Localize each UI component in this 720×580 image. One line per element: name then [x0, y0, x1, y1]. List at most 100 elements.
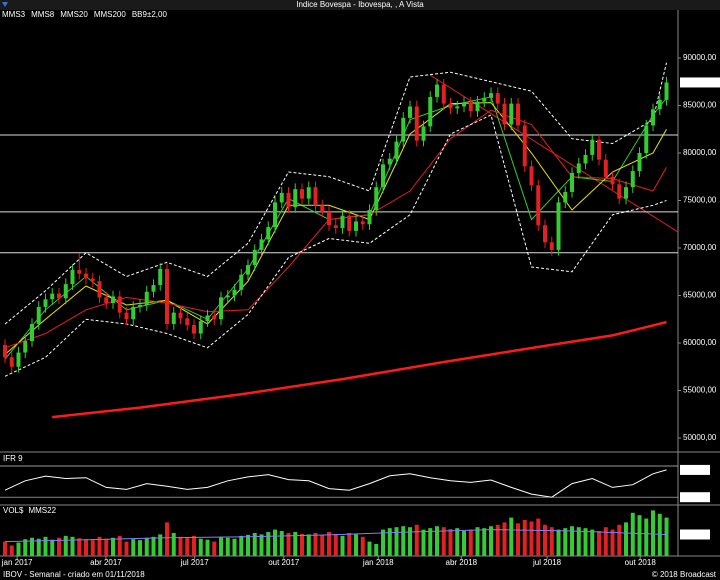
volume-bar: [576, 527, 581, 556]
volume-bar: [657, 513, 662, 556]
candle-body: [306, 187, 311, 199]
volume-bar: [529, 521, 534, 556]
volume-bar: [441, 527, 446, 556]
volume-bar: [651, 510, 656, 556]
volume-bar: [171, 532, 176, 556]
candle-body: [536, 185, 541, 226]
candle-body: [43, 299, 48, 307]
volume-bar: [327, 532, 332, 556]
volume-bar: [313, 532, 318, 556]
candle-body: [556, 202, 561, 250]
candle-body: [83, 273, 88, 279]
candle-body: [36, 306, 41, 325]
volume-bar: [70, 536, 75, 556]
candle-body: [50, 293, 55, 300]
candle-body: [475, 101, 480, 112]
candle-body: [435, 84, 440, 97]
chart-title: Indice Bovespa - Ibovespa, , A Vista: [296, 0, 424, 9]
candle-body: [300, 189, 305, 199]
volume-bar: [590, 529, 595, 556]
volume-bar: [603, 527, 608, 556]
candle-body: [340, 215, 345, 229]
candle-body: [624, 187, 629, 199]
candle-body: [576, 163, 581, 173]
volume-bar: [367, 541, 372, 556]
candle-body: [327, 211, 332, 226]
candle-body: [266, 227, 271, 240]
candle-body: [570, 172, 575, 192]
candle-body: [29, 324, 34, 342]
footer-left: IBOV - Semanal - criado em 01/11/2018: [3, 570, 145, 579]
volume-bar: [495, 524, 500, 556]
legend-entry: MMS22: [28, 506, 56, 515]
volume-bar: [347, 532, 352, 556]
candle-body: [273, 202, 278, 228]
volume-bar: [340, 535, 345, 556]
candle-body: [259, 239, 264, 250]
candle-body: [171, 312, 176, 325]
volume-bar: [543, 524, 548, 556]
volume-bar: [205, 539, 210, 556]
candle-body: [637, 152, 642, 172]
candle-body: [63, 284, 68, 299]
candle-body: [529, 166, 534, 186]
x-tick-label: jan 2018: [362, 558, 394, 567]
candle-body: [401, 117, 406, 142]
volume-bar: [158, 534, 163, 556]
candle-body: [320, 205, 325, 212]
panel-title: IFR 9: [3, 454, 23, 463]
candle-body: [603, 159, 608, 177]
candle-body: [293, 189, 298, 208]
candle-body: [117, 296, 122, 313]
moving-average: [52, 320, 667, 419]
volume-bar: [360, 536, 365, 556]
candle-body: [644, 125, 649, 153]
volume-ma: [4, 529, 667, 543]
volume-bar: [414, 524, 419, 556]
y-tick-label: 20,00: [682, 492, 703, 501]
volume-bar: [462, 531, 467, 556]
candle-body: [111, 296, 115, 304]
candle-body: [502, 103, 507, 125]
volume-bar: [549, 527, 554, 556]
volume-bar: [63, 535, 68, 556]
volume-bar: [219, 536, 224, 556]
last-price-box: [680, 77, 720, 88]
candle-body: [468, 102, 473, 112]
volume-last-label: 44,78: [682, 530, 703, 539]
candle-body: [347, 215, 352, 231]
candle-body: [104, 297, 109, 304]
candle-body: [428, 96, 433, 127]
candle-body: [198, 321, 203, 334]
volume-bar: [482, 528, 487, 556]
volume-bar: [16, 542, 21, 556]
volume-bar: [36, 538, 41, 556]
volume-bar: [381, 529, 386, 556]
volume-bar: [394, 527, 399, 556]
candle-body: [360, 221, 365, 225]
volume-bar: [637, 515, 642, 556]
volume-bar: [151, 536, 156, 556]
candle-body: [144, 291, 149, 306]
candle-body: [455, 106, 460, 109]
candle-body: [630, 171, 635, 188]
candle-body: [590, 139, 595, 155]
volume-bar: [97, 536, 102, 556]
rsi-tick-box: [680, 492, 710, 503]
volume-bar: [435, 526, 440, 556]
candle-body: [610, 176, 615, 185]
candle-body: [246, 265, 251, 275]
candle-body: [367, 210, 372, 225]
x-tick-label: abr 2017: [90, 558, 122, 567]
candle-body: [23, 341, 28, 353]
legend-entry: MMS20: [60, 10, 88, 19]
volume-bar: [475, 527, 480, 556]
volume-bar: [138, 540, 143, 556]
candle-body: [583, 154, 588, 164]
volume-bar: [509, 517, 514, 556]
candle-body: [232, 289, 237, 296]
volume-bar: [50, 539, 55, 556]
menu-icon[interactable]: [2, 2, 8, 7]
candle-body: [124, 312, 129, 320]
